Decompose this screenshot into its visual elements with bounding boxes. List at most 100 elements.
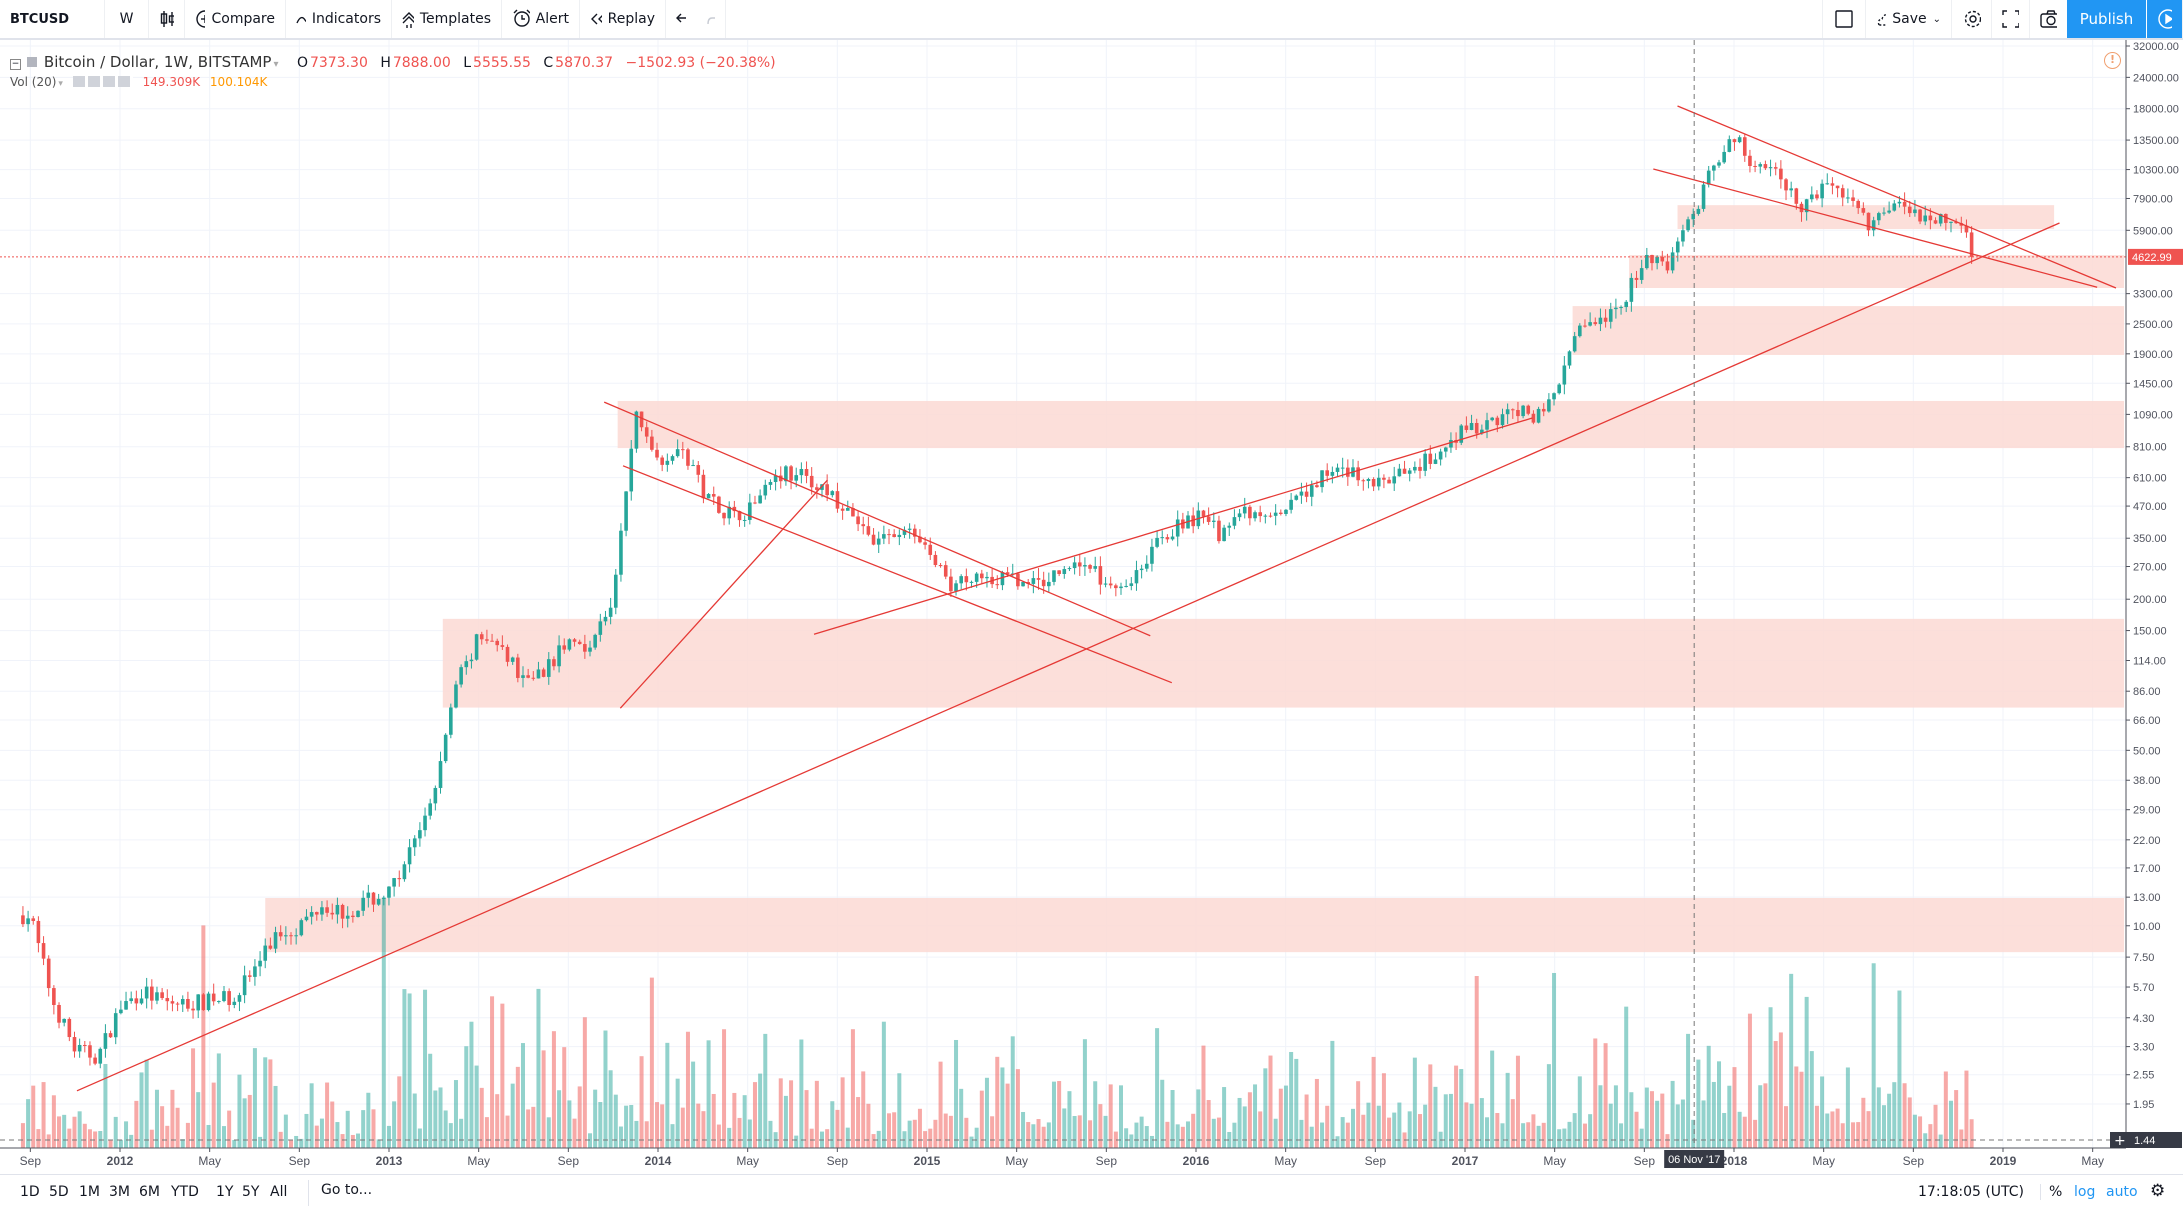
collapse-icon[interactable]: − [10,59,21,70]
chart-style-button[interactable] [149,0,185,38]
publish-button[interactable]: Publish [2067,0,2146,38]
volume-bar [995,1056,1000,1148]
candle-body [1670,252,1675,271]
range-5d[interactable]: 5D [49,1184,69,1200]
time-tick-label: Sep [827,1154,849,1168]
volume-bar [551,1031,556,1148]
interval-button[interactable]: W [105,0,149,38]
trend-line [619,479,828,709]
volume-title[interactable]: Vol (20) [10,75,57,89]
percent-toggle[interactable]: % [2040,1184,2062,1200]
candle-body [392,878,396,887]
settings-button[interactable] [1952,0,1992,38]
candle-body [134,998,139,1004]
symbol-search-button[interactable]: BTCUSD [0,0,105,38]
candle-body [1938,213,1943,224]
volume-bar [1376,1105,1381,1148]
range-6m[interactable]: 6M [139,1184,160,1200]
time-tick-label: Sep [289,1154,311,1168]
undo-button[interactable] [666,0,696,38]
candle-body [1691,213,1696,220]
candle-body [1480,429,1484,434]
candle-body [1464,425,1469,430]
volume-bar [268,1059,273,1148]
goto-button[interactable]: Go to... [308,1180,372,1206]
candle-body [1366,478,1371,482]
templates-button[interactable]: Templates [392,0,502,38]
volume-bar [1345,1122,1350,1148]
candle-body [304,916,309,921]
log-toggle[interactable]: log [2074,1184,2096,1200]
volume-bar [1515,1055,1520,1148]
candle-body [902,529,907,535]
candle-body [985,576,989,579]
publish-options-button[interactable] [2146,0,2183,38]
candle-body [1289,499,1293,510]
volume-menu-icon[interactable]: ▾ [58,79,63,89]
candle-body [753,502,757,504]
candle-body [1129,583,1134,586]
candle-body [1639,268,1644,280]
volume-bar [520,1043,525,1148]
range-1d[interactable]: 1D [20,1184,40,1200]
volume-bar [1691,1119,1696,1148]
volume-bar [887,1113,892,1148]
volume-bar [459,1118,464,1148]
range-ytd[interactable]: YTD [171,1184,199,1200]
layout-button[interactable] [1822,0,1866,38]
redo-button[interactable] [696,0,726,38]
candle-body [1459,425,1464,443]
series-menu-icon[interactable]: ▾ [273,59,279,70]
volume-bar [1000,1067,1005,1148]
range-3m[interactable]: 3M [109,1184,130,1200]
snapshot-button[interactable] [2030,0,2068,38]
volume-study-buttons[interactable] [72,76,133,87]
alert-button[interactable]: Alert [502,0,580,38]
volume-bar [711,1093,716,1148]
series-title[interactable]: Bitcoin / Dollar, 1W, BITSTAMP [43,53,272,71]
indicators-button[interactable]: Indicators [286,0,392,38]
volume-bar [1613,1085,1618,1148]
gear-icon[interactable]: ⚙ [2150,1181,2166,1201]
clock[interactable]: 17:18:05 (UTC) [1918,1184,2025,1200]
range-1m[interactable]: 1M [79,1184,100,1200]
candle-body [732,506,737,512]
range-all[interactable]: All [270,1184,288,1200]
candle-body [1505,409,1510,415]
compare-button[interactable]: Compare [185,0,286,38]
range-5y[interactable]: 5Y [242,1184,260,1200]
volume-bar [484,1117,489,1148]
volume-bar [1634,1111,1639,1148]
candle-body [1273,512,1278,516]
price-zone [442,618,2125,708]
range-1y[interactable]: 1Y [216,1184,234,1200]
volume-bar [1928,1124,1933,1148]
candle-body [232,1001,237,1006]
volume-bar [1629,1092,1634,1148]
candle-body [835,491,840,509]
volume-bar [588,1133,593,1148]
volume-bar [1948,1100,1953,1148]
volume-bar [1897,990,1902,1148]
candle-body [603,616,608,622]
price-tick-label: 470.00 [2133,501,2167,513]
auto-toggle[interactable]: auto [2106,1184,2138,1200]
price-chart[interactable]: 32000.00 24000.00 18000.00 13500.00 10300.00… [0,40,2183,1174]
volume-bar [31,1085,36,1148]
warning-icon[interactable]: ! [2104,52,2121,69]
replay-button[interactable]: Replay [580,0,666,38]
candle-body [175,1003,180,1005]
candle-body [1284,509,1288,514]
volume-bar [809,1128,814,1148]
volume-bar [1268,1055,1273,1148]
candle-body [1376,477,1381,487]
candle-body [1547,399,1551,412]
volume-bar [479,1087,484,1148]
save-button[interactable]: Save ⌄ [1866,0,1952,38]
volume-bar [1624,1006,1629,1148]
price-tick-label: 350.00 [2133,533,2167,545]
candle-body [1521,405,1525,417]
fullscreen-button[interactable] [1992,0,2030,38]
volume-bar [1294,1058,1299,1148]
volume-bar [196,1092,201,1148]
